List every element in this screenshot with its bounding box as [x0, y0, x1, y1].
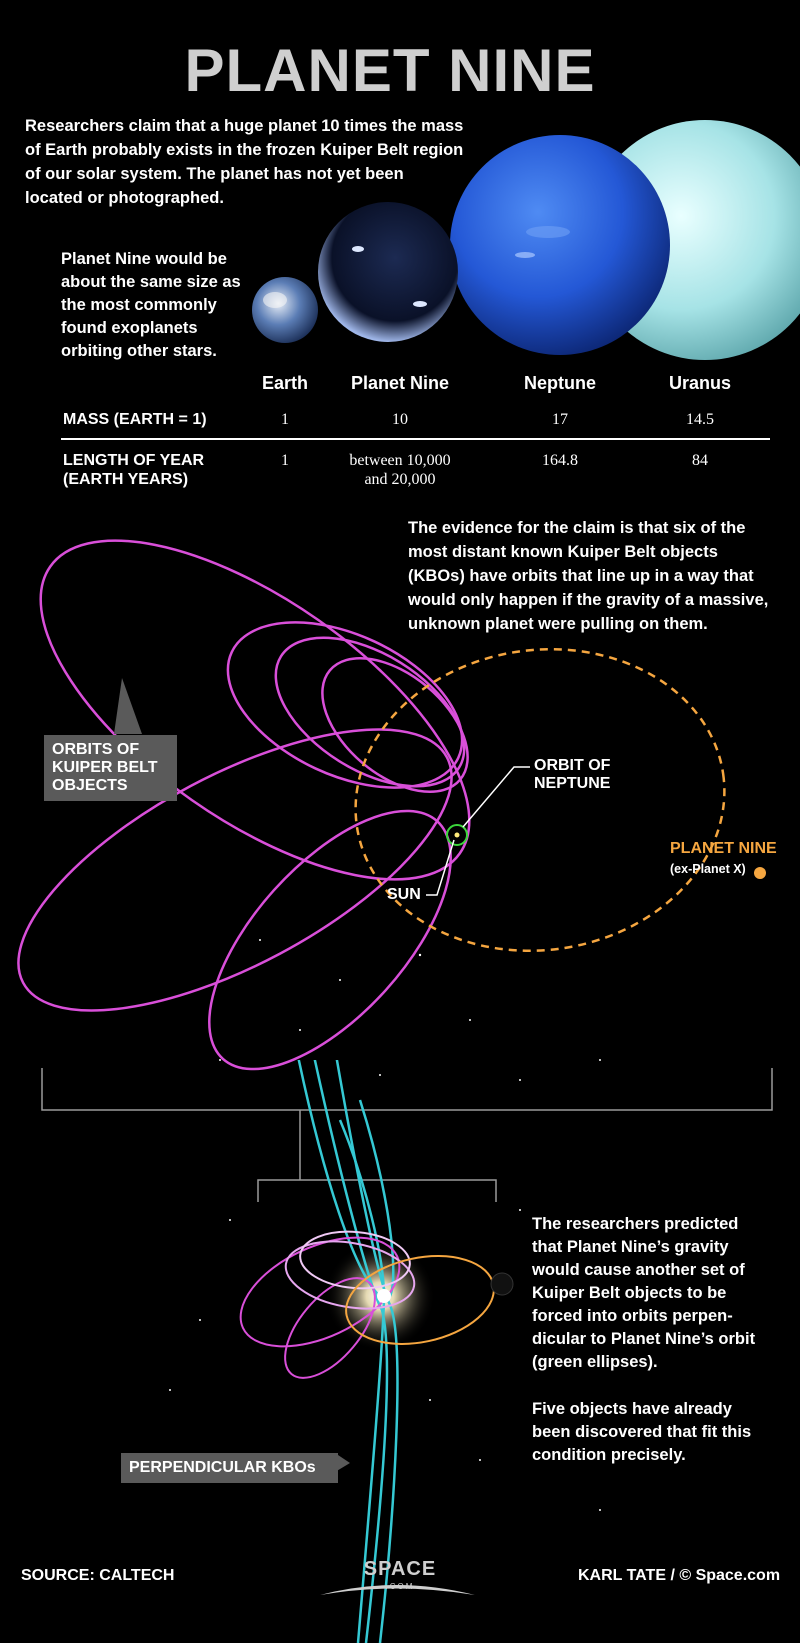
row-label-year: LENGTH OF YEAR (EARTH YEARS): [63, 451, 204, 489]
mass-uranus: 14.5: [686, 411, 714, 428]
size-note: Planet Nine would be about the same size…: [61, 250, 241, 360]
perpendicular-pointer: [335, 1453, 350, 1472]
kbo-label-line1: ORBITS OF: [52, 741, 140, 758]
sun-dot: [454, 832, 460, 838]
row-label-year-line2: (EARTH YEARS): [63, 471, 189, 488]
orbit-stars: [219, 939, 601, 1081]
kbo-label-line2: KUIPER BELT: [52, 759, 158, 776]
source-credit: SOURCE: CALTECH: [21, 1567, 175, 1584]
column-neptune: Neptune: [524, 373, 596, 393]
five-objects-text: Five objects have already been discovere…: [532, 1400, 752, 1464]
kbo-orbits-callout: ORBITS OF KUIPER BELT OBJECTS: [44, 735, 177, 801]
planet-nine-planet: [318, 202, 458, 342]
table-divider: [61, 438, 770, 440]
row-label-year-line1: LENGTH OF YEAR: [63, 452, 205, 469]
column-planet-nine: Planet Nine: [350, 373, 450, 393]
author-credit: KARL TATE / © Space.com: [578, 1567, 781, 1584]
row-label-mass: MASS (EARTH = 1): [63, 411, 207, 428]
planet-nine-dot: [754, 867, 766, 879]
planet-nine-orbit: [354, 647, 726, 953]
neptune-orbit-circle: [446, 824, 468, 846]
neptune-label-line2: NEPTUNE: [534, 775, 611, 792]
kbo-orbit-4: [226, 621, 464, 789]
prediction-text: The researchers predicted that Planet Ni…: [532, 1215, 756, 1371]
space-logo: SPACE: [363, 1558, 437, 1580]
neptune-leader-line: [462, 766, 530, 828]
planet-nine-sublabel: (ex-Planet X): [670, 862, 746, 876]
kbo-callout-pointer: [114, 678, 142, 734]
orbit-diagram: [17, 539, 800, 1081]
year-planet-nine: between 10,000 and 20,000: [325, 451, 475, 489]
mass-earth: 1: [281, 411, 289, 428]
kbo-orbit-2: [17, 728, 453, 1012]
intro-text: Researchers claim that a huge planet 10 …: [25, 117, 464, 207]
neptune-label-line1: ORBIT OF: [534, 757, 611, 774]
kbo-orbit-1: [39, 539, 471, 881]
neptune-planet: [450, 135, 670, 355]
year-planet-nine-line1: between 10,000: [349, 452, 451, 469]
year-uranus: 84: [692, 452, 708, 469]
kbo-label-line3: OBJECTS: [52, 777, 128, 794]
planet-nine-label: PLANET NINE: [670, 840, 777, 857]
perpendicular-kbos-callout: PERPENDICULAR KBOs: [121, 1453, 338, 1483]
perspective-kbo-orbits: [239, 1230, 416, 1379]
mass-planet-nine: 10: [392, 411, 408, 428]
bracket-small: [257, 1179, 497, 1202]
evidence-text: The evidence for the claim is that six o…: [408, 519, 769, 633]
perpendicular-diagram: [41, 1060, 773, 1643]
planets-illustration: [252, 120, 800, 360]
kbo-orbit-3: [208, 809, 452, 1071]
bracket-large: [41, 1068, 773, 1111]
neptune-orbit-label: ORBIT OF NEPTUNE: [534, 757, 610, 793]
earth-planet: [252, 277, 318, 343]
page-title: PLANET NINE: [184, 37, 596, 104]
column-uranus: Uranus: [668, 373, 731, 393]
space-logo-sub: .COM: [385, 1582, 415, 1591]
perpendicular-orbits: [297, 1060, 399, 1643]
logo-swoosh: [320, 1585, 475, 1595]
sun-leader-line: [426, 839, 455, 896]
year-neptune: 164.8: [542, 452, 578, 469]
kbo-orbit-5: [274, 636, 466, 788]
sun-label: SUN: [387, 886, 421, 903]
column-earth: Earth: [261, 373, 308, 393]
mass-neptune: 17: [552, 411, 568, 428]
year-earth: 1: [281, 452, 289, 469]
year-planet-nine-line2: and 20,000: [364, 471, 436, 488]
